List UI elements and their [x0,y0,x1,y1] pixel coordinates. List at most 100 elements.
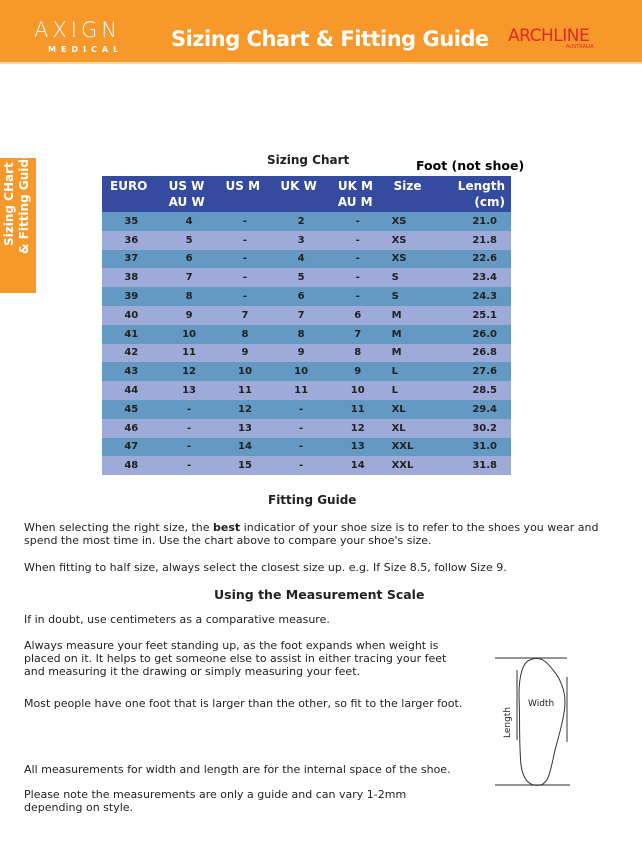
chart-title: Sizing Chart [267,153,350,167]
column-header: US W AU W [160,176,218,212]
table-cell: XS [385,249,432,269]
table-cell: 13 [329,437,386,457]
table-cell: 9 [272,343,330,363]
side-tab-line1: Sizing CHart [2,162,16,246]
table-cell: 31.0 [431,437,511,457]
column-header-label: AU M [337,195,373,209]
column-header-label: US W [168,179,205,193]
table-cell: 37 [102,249,161,269]
table-cell: 9 [217,343,273,363]
table-cell: 36 [102,230,161,250]
table-cell: 8 [217,324,273,344]
side-tab: Sizing CHart & Fitting Guide [0,151,36,293]
table-cell: 25.1 [431,305,511,325]
table-cell: - [329,268,386,288]
table-cell: 14 [329,456,386,476]
column-header-label: Length [457,179,505,193]
table-cell: 6 [160,249,218,269]
table-cell: 8 [329,343,386,363]
table-row: 48-15-14 XXL 31.8 [102,456,511,476]
column-header-label: AU W [168,195,205,209]
table-cell: - [160,399,218,419]
table-cell: - [217,249,273,269]
table-header-row: EURO US W AU W US M UK W UK M AU M Size Length (c… [102,176,511,212]
column-header-label: US M [225,179,261,193]
table-cell: - [217,287,273,306]
table-cell: 22.6 [431,249,511,269]
table-cell: 11 [160,343,218,363]
table-cell: L [385,362,432,382]
column-header: EURO [102,176,161,212]
table-cell: 43 [102,362,161,382]
table-cell: 9 [329,362,386,382]
table-cell: - [217,212,273,231]
text: indicatior of your shoe size is to refer… [24,521,599,547]
table-cell: 6 [272,287,330,306]
table-cell: 7 [160,268,218,288]
table-cell: 31.8 [431,456,511,476]
table-cell: 40 [102,305,161,325]
fitting-paragraph-1: When selecting the right size, the best … [24,521,604,547]
column-header-label: UK M [337,179,373,193]
measure-paragraph-3: Most people have one foot that is larger… [24,697,463,710]
archline-logo-sub: AUSTRALIA [566,44,594,50]
table-cell: 47 [102,437,161,457]
table-cell: 8 [160,287,218,306]
table-cell: M [385,324,432,344]
table-cell: L [385,381,432,400]
table-row: 35 4-2- XS 21.0 [102,212,511,231]
archline-logo: ARCHLINE [508,26,590,46]
table-row: 41 10 8 8 7 M 26.0 [102,324,511,344]
table-cell: 13 [160,381,218,400]
column-header-label: EURO [110,179,148,193]
table-cell: XXL [385,456,432,476]
table-cell: 41 [102,324,161,344]
table-cell: 5 [272,268,330,288]
bold-text: best [213,521,241,534]
table-row: 40 9 7 7 6 M 25.1 [102,305,511,325]
table-cell: 6 [329,305,386,325]
measurement-title: Using the Measurement Scale [214,587,425,602]
table-cell: - [272,456,330,476]
measure-paragraph-2: Always measure your feet standing up, as… [24,639,447,678]
table-cell: 12 [160,362,218,382]
table-cell: 15 [217,456,273,476]
table-cell: 14 [217,437,273,457]
table-cell: 45 [102,399,161,419]
table-row: 38 7-5- S 23.4 [102,268,511,288]
table-row: 45-12-11 XL 29.4 [102,399,511,419]
measure-paragraph-5: Please note the measurements are only a … [24,788,407,814]
table-cell: 24.3 [431,287,511,306]
table-cell: - [272,437,330,457]
table-cell: S [385,268,432,288]
table-cell: 5 [160,230,218,250]
table-cell: M [385,305,432,325]
table-cell: 7 [217,305,273,325]
table-row: 43 12 10 10 9 L 27.6 [102,362,511,382]
table-row: 44 13 11 11 10 L 28.5 [102,381,511,400]
table-cell: XL [385,418,432,438]
table-cell: - [160,418,218,438]
column-header-label: Size [393,179,422,193]
table-cell: - [329,249,386,269]
column-header: Size [385,176,432,212]
table-row: 42 11 9 9 8 M 26.8 [102,343,511,363]
table-cell: 11 [329,399,386,419]
table-cell: 26.8 [431,343,511,363]
side-tab-line2: & Fitting Guide [17,150,31,254]
table-cell: 10 [329,381,386,400]
text: When selecting the right size, the [24,521,214,534]
page-title: Sizing Chart & Fitting Guide [171,27,489,51]
measure-paragraph-1: If in doubt, use centimeters as a compar… [24,613,330,626]
column-header-label: UK W [280,179,317,193]
table-cell: 35 [102,212,161,231]
table-cell: 30.2 [431,418,511,438]
fitting-paragraph-2: When fitting to half size, always select… [24,561,507,574]
chart-note: Foot (not shoe) [416,158,525,173]
column-header: UK M AU M [329,176,386,212]
table-cell: XS [385,212,432,231]
axign-logo-sub: MEDICAL [48,45,124,54]
table-cell: 27.6 [431,362,511,382]
table-cell: 10 [272,362,330,382]
sizing-table: EURO US W AU W US M UK W UK M AU M Size Length (c… [102,176,511,476]
